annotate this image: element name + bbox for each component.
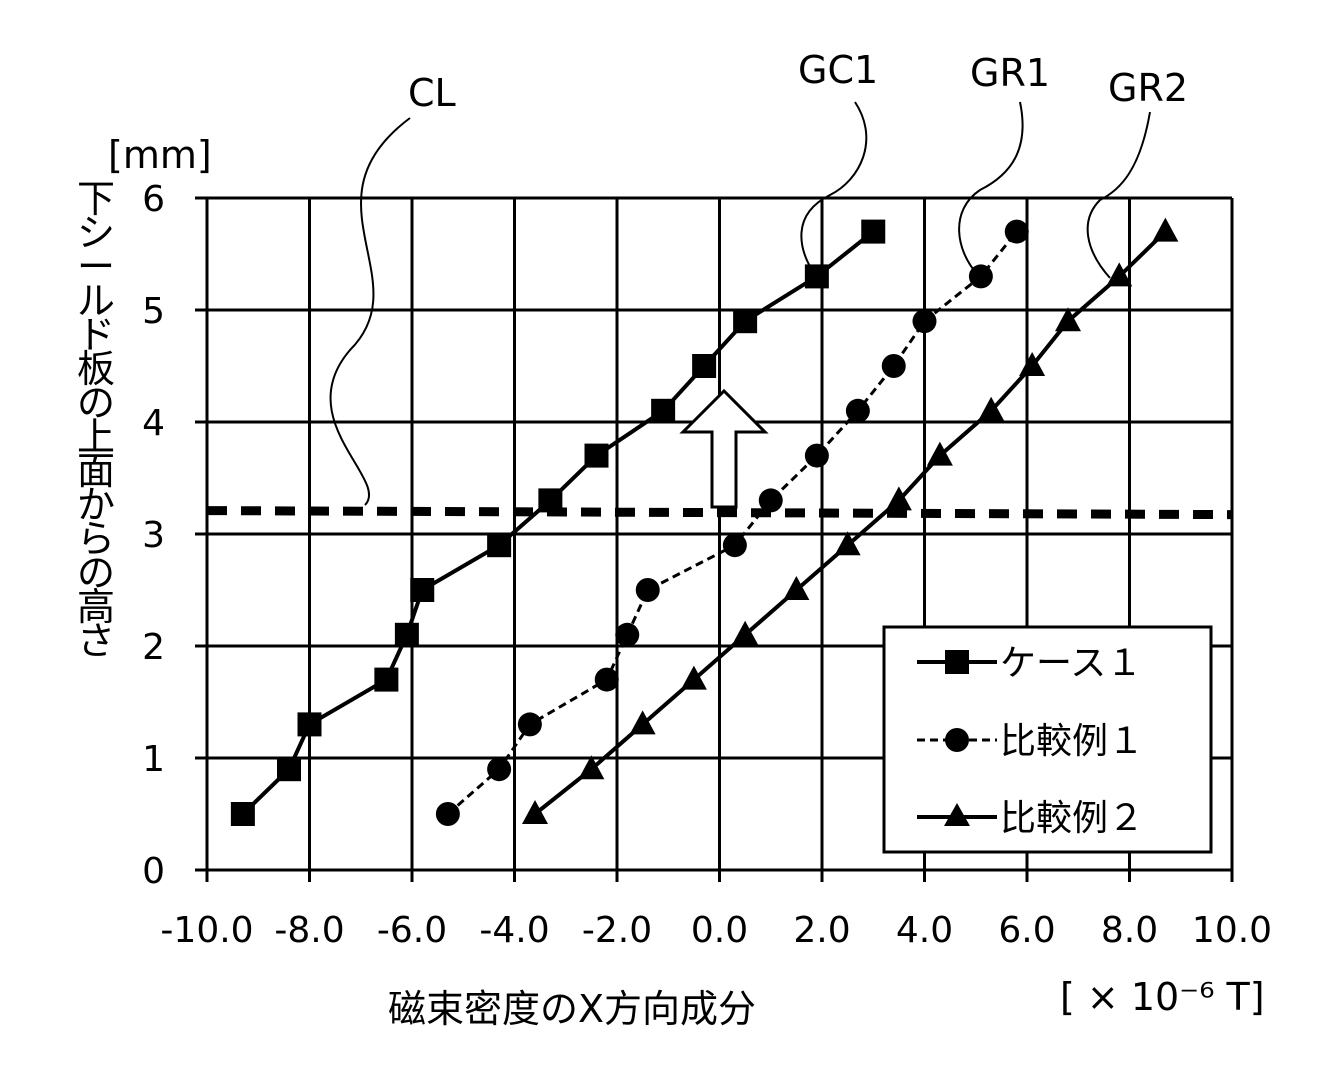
data-point-square <box>733 309 757 333</box>
y-tick-label: 4 <box>142 403 165 444</box>
data-point-square <box>298 712 322 736</box>
legend-marker-circle <box>945 728 969 752</box>
legend-label-comparison2: 比較例２ <box>1000 798 1144 839</box>
x-axis-label: 磁束密度のX方向成分 <box>388 987 756 1031</box>
data-point-circle <box>759 488 783 512</box>
y-tick-label: 2 <box>142 627 165 668</box>
x-tick-label: -4.0 <box>479 910 549 951</box>
x-tick-label: -6.0 <box>377 910 447 951</box>
data-point-circle <box>595 668 619 692</box>
data-point-circle <box>1005 220 1029 244</box>
data-point-square <box>585 444 609 468</box>
x-tick-label: 6.0 <box>998 910 1055 951</box>
y-tick-label: 5 <box>142 291 165 332</box>
x-unit-label: [ × 10⁻⁶ T] <box>1060 975 1265 1019</box>
data-point-square <box>805 264 829 288</box>
x-tick-label: -8.0 <box>274 910 344 951</box>
callout-cl: CL <box>408 71 456 115</box>
data-point-square <box>538 488 562 512</box>
data-point-square <box>374 668 398 692</box>
legend-label-case1: ケース１ <box>1000 643 1142 684</box>
y-tick-label: 0 <box>142 851 165 892</box>
x-tick-label: -10.0 <box>160 910 253 951</box>
data-point-square <box>231 802 255 826</box>
data-point-circle <box>882 354 906 378</box>
legend: ケース１ 比較例１ 比較例２ <box>884 627 1211 852</box>
data-point-circle <box>518 712 542 736</box>
y-tick-label: 1 <box>142 739 165 780</box>
callout-gr2: GR2 <box>1108 66 1188 110</box>
y-axis-label: 下シールド板の上面からの高さ <box>77 177 115 663</box>
data-point-triangle <box>522 800 548 824</box>
x-tick-label: 4.0 <box>896 910 953 951</box>
data-point-circle <box>436 802 460 826</box>
data-point-circle <box>805 444 829 468</box>
data-point-circle <box>487 757 511 781</box>
data-point-square <box>395 623 419 647</box>
data-point-triangle <box>1152 218 1178 242</box>
legend-label-comparison1: 比較例１ <box>1000 721 1144 762</box>
x-tick-label: -2.0 <box>582 910 652 951</box>
reference-line-group <box>207 511 1232 515</box>
y-tick-label: 3 <box>142 515 165 556</box>
data-point-square <box>692 354 716 378</box>
callout-gr1: GR1 <box>970 51 1050 95</box>
reference-line-cl <box>207 511 1232 515</box>
x-tick-label: 10.0 <box>1192 910 1272 951</box>
legend-marker-square <box>945 650 969 674</box>
data-point-square <box>487 533 511 557</box>
data-point-square <box>651 399 675 423</box>
data-point-square <box>861 220 885 244</box>
data-point-circle <box>636 578 660 602</box>
data-point-circle <box>723 533 747 557</box>
data-point-square <box>277 757 301 781</box>
data-point-square <box>410 578 434 602</box>
y-tick-label: 6 <box>142 179 165 220</box>
callout-leader-gr1 <box>959 102 1022 275</box>
data-point-circle <box>846 399 870 423</box>
x-tick-label: 2.0 <box>793 910 850 951</box>
y-unit-label: [mm] <box>108 133 212 177</box>
data-point-circle <box>913 309 937 333</box>
x-tick-label: 8.0 <box>1101 910 1158 951</box>
data-point-circle <box>615 623 639 647</box>
arrow-up-icon <box>683 391 765 507</box>
x-tick-label: 0.0 <box>691 910 748 951</box>
callout-gc1: GC1 <box>798 48 878 92</box>
series-line-1 <box>243 232 873 814</box>
